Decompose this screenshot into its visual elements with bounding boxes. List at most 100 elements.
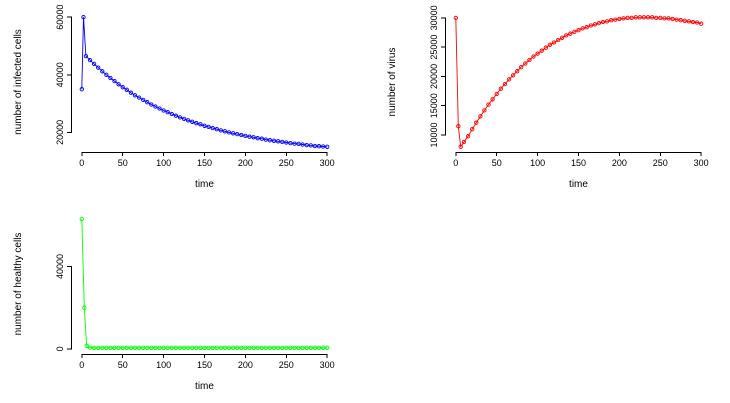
data-point-marker [226, 345, 232, 350]
data-point-marker [96, 65, 101, 70]
data-point-marker [543, 45, 548, 50]
data-point-marker [81, 15, 86, 20]
data-point-marker [461, 139, 467, 145]
data-point-marker [690, 19, 696, 25]
data-point-marker [104, 72, 109, 77]
data-point-marker [284, 345, 289, 350]
x-tick-label: 50 [118, 360, 128, 370]
data-point-marker [185, 345, 191, 350]
x-tick-label: 200 [612, 158, 627, 168]
data-point-marker [678, 18, 683, 23]
y-tick-label: 20000 [429, 64, 439, 89]
x-tick-label: 200 [238, 158, 253, 168]
y-tick-label: 60000 [55, 5, 65, 30]
data-point-marker [456, 124, 461, 129]
data-point-marker [292, 141, 297, 146]
data-point-marker [568, 31, 573, 36]
data-point-marker [312, 345, 318, 350]
data-point-marker [458, 144, 463, 149]
x-tick-label: 300 [320, 360, 335, 370]
data-point-marker [465, 134, 471, 139]
data-point-marker [100, 345, 105, 350]
data-point-marker [247, 134, 252, 139]
data-point-marker [222, 345, 228, 350]
data-point-marker [325, 345, 330, 350]
data-point-marker [502, 81, 508, 87]
y-tick-label: 20000 [55, 120, 65, 145]
data-point-marker [91, 345, 97, 350]
data-point-marker [474, 120, 479, 125]
data-point-marker [84, 343, 89, 348]
data-point-marker [629, 15, 634, 21]
data-point-marker [275, 139, 281, 144]
x-tick-label: 50 [118, 158, 128, 168]
data-point-marker [682, 18, 687, 23]
data-point-marker [165, 110, 170, 115]
data-point-marker [613, 17, 618, 22]
data-point-marker [161, 108, 166, 113]
data-point-marker [649, 15, 655, 20]
data-point-marker [239, 132, 244, 138]
series-line [455, 16, 702, 148]
data-point-marker [588, 23, 593, 28]
x-tick-label: 250 [653, 158, 668, 168]
x-tick-label: 50 [492, 158, 502, 168]
x-tick-label: 0 [79, 360, 84, 370]
data-point-marker [304, 142, 309, 148]
data-point-marker [320, 144, 326, 149]
x-tick-label: 200 [238, 360, 253, 370]
data-point-marker [214, 127, 219, 132]
data-point-marker [674, 17, 679, 22]
data-point-marker [243, 133, 248, 139]
chart-canvas: 0 50 100 150 200 250 300 0 40000 time number of he… [13, 216, 335, 392]
data-point-marker [218, 345, 224, 350]
data-point-marker [206, 124, 211, 130]
data-point-marker [161, 345, 166, 350]
data-point-marker [222, 129, 228, 134]
data-point-marker [120, 85, 125, 90]
data-point-marker [230, 131, 236, 136]
data-point-marker [108, 75, 113, 81]
data-point-marker [686, 19, 692, 24]
data-point-marker [288, 140, 293, 146]
data-point-marker [177, 345, 183, 350]
data-point-marker [531, 54, 536, 59]
data-point-marker [453, 15, 458, 21]
data-point-marker [87, 345, 93, 350]
data-point-marker [157, 345, 162, 350]
x-tick-label: 250 [279, 158, 294, 168]
data-point-marker [535, 51, 540, 56]
data-point-marker [185, 118, 191, 123]
data-point-marker [263, 137, 268, 142]
data-point-marker [308, 143, 313, 148]
data-point-marker [169, 345, 174, 350]
data-point-marker [510, 73, 516, 78]
data-point-marker [132, 93, 138, 98]
data-point-marker [658, 15, 663, 21]
data-point-marker [564, 33, 569, 38]
data-point-marker [654, 15, 659, 21]
data-point-marker [275, 345, 281, 350]
data-point-marker [190, 345, 195, 350]
data-point-marker [263, 345, 268, 350]
data-point-marker [271, 345, 277, 350]
data-point-marker [243, 345, 248, 350]
series-line [81, 17, 328, 148]
data-point-marker [482, 108, 487, 113]
data-point-marker [214, 345, 219, 350]
plot-infected-cells: 0 50 100 150 200 250 300 20000 40000 60000 time num… [8, 4, 353, 196]
data-point-marker [662, 16, 667, 21]
data-point-marker [296, 345, 301, 350]
data-point-marker [235, 345, 240, 350]
x-tick-label: 100 [530, 158, 545, 168]
data-point-marker [666, 16, 671, 21]
data-point-marker [91, 61, 97, 67]
data-point-marker [670, 16, 675, 22]
data-point-marker [641, 15, 647, 20]
data-point-marker [592, 22, 598, 27]
data-point-marker [300, 142, 305, 147]
data-point-marker [304, 345, 309, 350]
data-point-marker [267, 138, 273, 143]
data-point-marker [251, 135, 256, 140]
y-tick-label: 10000 [429, 122, 439, 147]
